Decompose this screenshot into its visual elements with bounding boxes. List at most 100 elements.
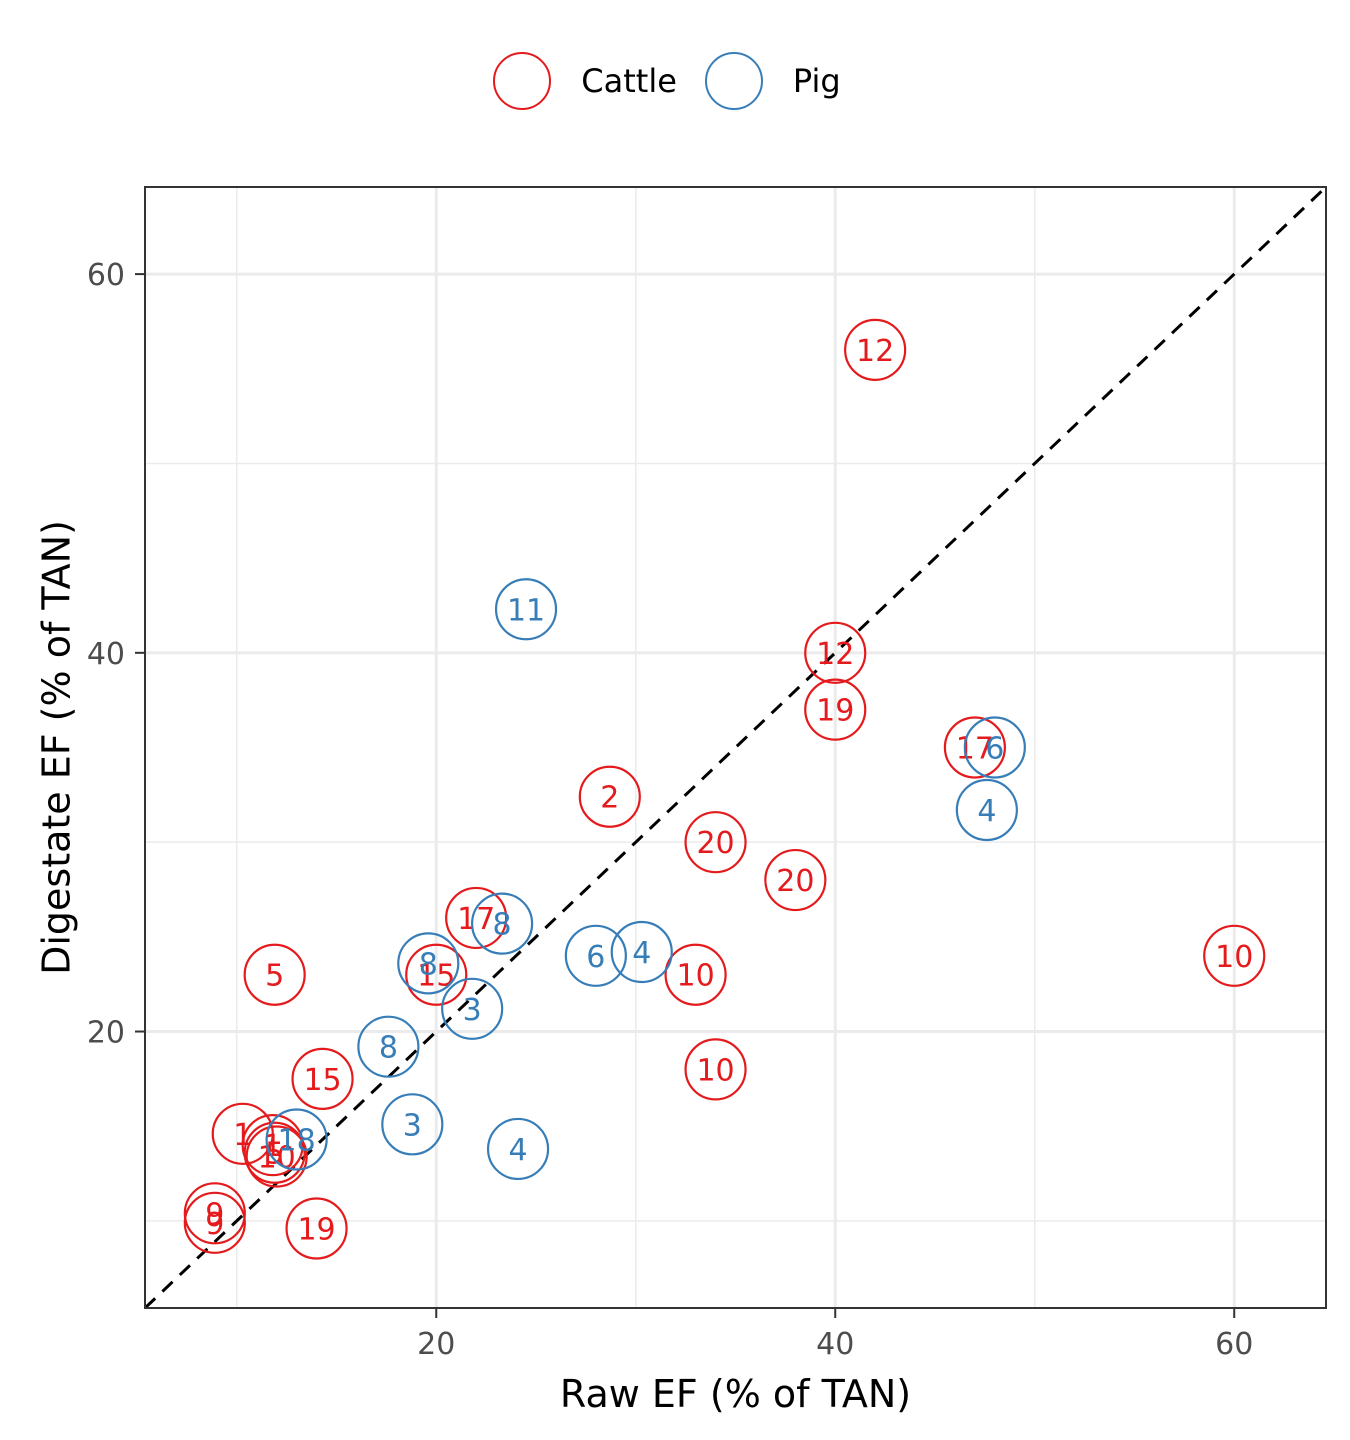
legend-item-cattle: Cattle [493,52,693,110]
data-point-cattle: 17 [943,716,1006,779]
point-marker [183,1182,246,1245]
data-point-cattle: 15 [291,1047,354,1110]
point-marker [405,943,468,1006]
y-tick-label: 40 [87,637,125,672]
legend-label-pig: Pig [792,62,841,100]
data-point-pig: 11 [494,578,558,641]
data-point-cattle: 20 [684,811,747,874]
point-label: 8 [379,1031,398,1066]
point-marker [943,716,1006,779]
point-marker [243,943,306,1006]
y-axis-title: Digestate EF (% of TAN) [34,520,78,975]
point-marker [381,1093,444,1156]
data-point-cattle: 15 [405,943,468,1006]
point-label: 19 [816,694,854,729]
point-label: 12 [856,334,894,369]
point-marker [441,977,504,1040]
point-marker [494,578,558,641]
point-label: 12 [816,637,854,672]
point-label: 6 [586,940,605,975]
point-marker [844,318,907,381]
identity-reference-line [143,185,1328,1310]
point-marker [357,1015,420,1078]
point-label: 19 [297,1212,335,1247]
point-label: 10 [677,959,715,994]
point-label: 15 [417,959,455,994]
point-label: 3 [403,1108,422,1143]
point-marker [245,1125,308,1188]
point-marker [684,1038,747,1101]
data-point-cattle: 10 [664,943,727,1006]
point-marker [564,924,627,987]
point-label: 2 [600,781,619,816]
data-point-cattle: 2 [578,765,641,828]
data-point-pig: 3 [381,1093,444,1156]
grid-lines [145,187,1326,1308]
point-label: 9 [205,1207,224,1242]
data-point-pig: 4 [610,920,673,984]
point-label: 4 [509,1133,528,1168]
point-label: 11 [507,593,545,628]
point-label: 1 [263,1129,282,1164]
data-point-cattle: 9 [183,1191,246,1254]
point-label: 8 [493,908,512,943]
point-marker [285,1197,348,1260]
point-marker [804,678,867,741]
point-label: 4 [977,794,996,829]
data-point-cattle: 10 [684,1038,747,1101]
point-label: 20 [776,864,814,899]
plot-panel-border [144,186,1327,1309]
data-point-pig: 3 [441,977,504,1040]
point-marker [397,932,460,995]
y-tick-label: 60 [87,258,125,293]
data-point-pig: 8 [470,892,534,955]
data-point-pig: 8 [357,1015,420,1078]
point-marker [265,1108,328,1171]
data-point-cattle: 19 [285,1197,348,1260]
data-point-pig: 6 [564,924,627,987]
data-point-cattle: 19 [804,678,867,741]
data-point-cattle: 1 [211,1102,274,1165]
axes: 20 40 60 20 40 60 [87,258,1254,1362]
point-label: 18 [278,1123,316,1158]
point-marker [963,716,1026,779]
x-tick-label: 20 [417,1327,455,1362]
point-marker [955,778,1018,842]
point-label: 3 [463,993,482,1028]
data-point-pig: 8 [397,932,460,995]
point-label: 20 [696,826,734,861]
x-tick-label: 60 [1215,1327,1253,1362]
y-tick-label: 20 [87,1016,125,1051]
point-marker [470,892,534,955]
point-marker [1203,924,1266,987]
point-marker [243,1121,306,1184]
legend-item-pig: Pig [704,52,857,110]
x-axis-title: Raw EF (% of TAN) [560,1372,911,1416]
point-marker [764,848,827,912]
data-point-pig: 6 [963,716,1026,779]
data-point-pig: 4 [955,778,1018,842]
legend-key-cattle [493,52,552,110]
x-tick-label: 40 [816,1327,854,1362]
point-marker [684,811,747,874]
point-marker [804,621,867,684]
data-point-cattle: 12 [844,318,907,381]
point-marker [445,886,508,950]
point-marker [664,943,727,1006]
point-marker [211,1102,274,1165]
point-marker [578,765,641,828]
legend-label-cattle: Cattle [581,62,677,100]
data-point-pig: 18 [265,1108,328,1171]
legend-key-pig [704,52,763,110]
point-label: 10 [1215,940,1253,975]
point-label: 1 [233,1118,252,1153]
point-marker [183,1191,246,1254]
data-point-cattle: 10 [1203,924,1266,987]
point-marker [610,920,673,984]
point-label: 15 [303,1063,341,1098]
point-label: 4 [632,936,651,971]
point-label: 5 [265,959,284,994]
point-marker [486,1117,550,1181]
point-label: 10 [696,1053,734,1088]
